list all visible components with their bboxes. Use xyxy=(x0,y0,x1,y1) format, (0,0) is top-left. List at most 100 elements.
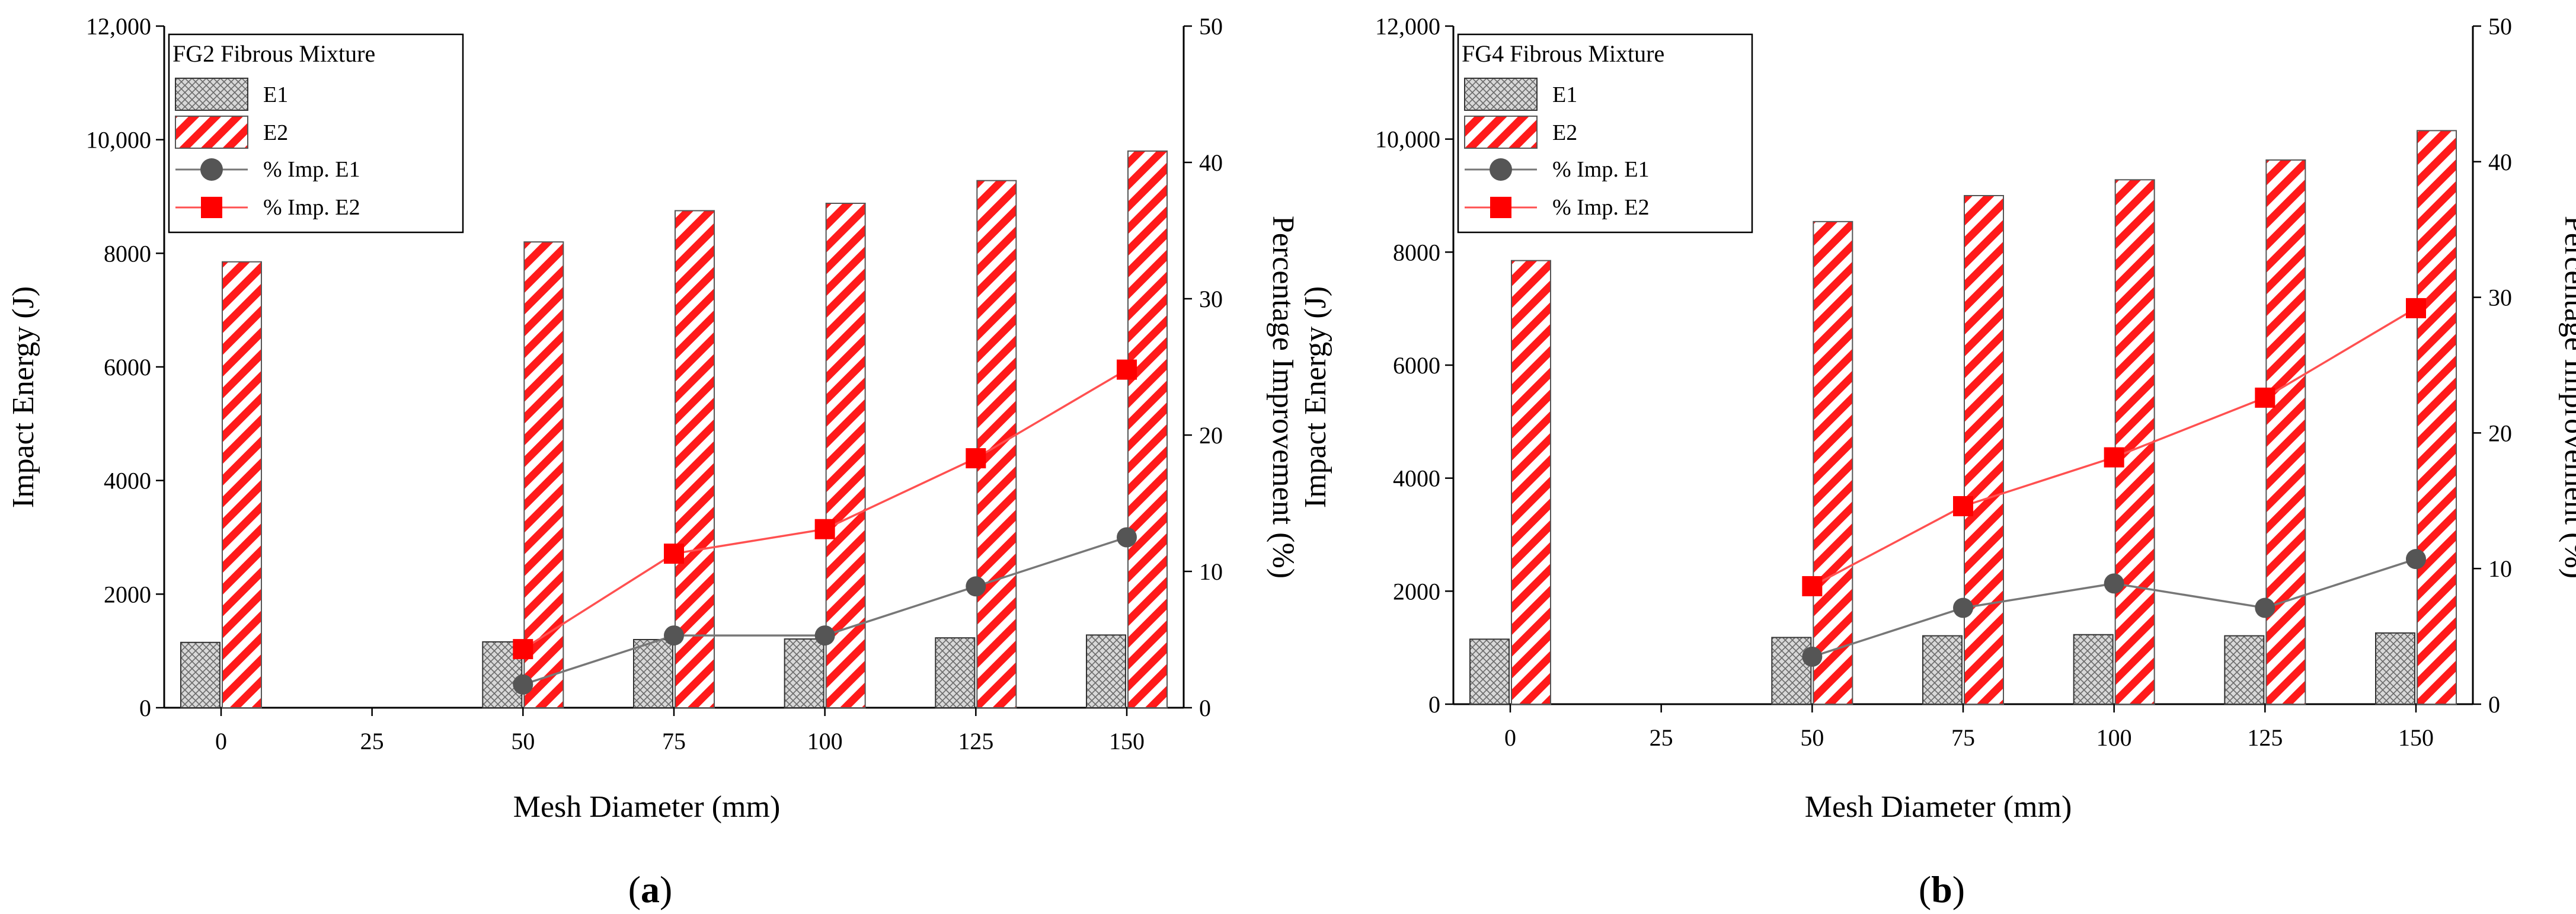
x-tick-label: 25 xyxy=(1650,724,1673,751)
legend-marker-imp-e2 xyxy=(1490,197,1511,218)
bar-e1 xyxy=(2073,634,2114,705)
y2-tick-label: 50 xyxy=(1199,13,1223,40)
y-tick-label: 6000 xyxy=(1393,352,1440,379)
bar-e1 xyxy=(1086,634,1126,709)
legend-label-e1: E1 xyxy=(1552,82,1577,107)
y2-tick-label: 0 xyxy=(2488,691,2500,718)
y2-tick-label: 0 xyxy=(1199,695,1211,721)
legend-title: FG4 Fibrous Mixture xyxy=(1462,40,1664,67)
point-imp-e2 xyxy=(2406,298,2426,318)
bar-e1 xyxy=(2375,632,2415,705)
point-imp-e1 xyxy=(814,625,835,646)
point-imp-e1 xyxy=(2104,573,2124,594)
legend: FG4 Fibrous Mixture E1 E2 % Imp. E1 % Im… xyxy=(1457,33,1753,234)
y2-tick-label: 30 xyxy=(1199,286,1223,312)
bar-e2 xyxy=(2265,159,2306,705)
y2-tick-label: 20 xyxy=(1199,422,1223,449)
series-line-imp-e2 xyxy=(1811,307,2417,587)
bar-e1 xyxy=(1922,635,1963,705)
point-imp-e2 xyxy=(1953,496,1973,516)
y-tick-label: 8000 xyxy=(104,240,151,267)
y2-tick-label: 20 xyxy=(2488,420,2512,446)
x-axis-label: Mesh Diameter (mm) xyxy=(513,790,781,824)
legend-label-imp-e1: % Imp. E1 xyxy=(263,157,360,182)
point-imp-e1 xyxy=(513,674,533,695)
bar-e1 xyxy=(2224,635,2265,705)
y-tick-label: 2000 xyxy=(1393,578,1440,605)
y-axis-label: Impact Energy (J) xyxy=(7,286,40,508)
legend-swatch-e2 xyxy=(1464,116,1538,149)
legend-marker-imp-e1 xyxy=(1490,158,1512,181)
point-imp-e1 xyxy=(1117,527,1137,548)
y2-tick-label: 10 xyxy=(1199,558,1223,585)
point-imp-e1 xyxy=(1802,646,1823,667)
panel-caption: (b) xyxy=(1919,868,1965,910)
point-imp-e1 xyxy=(2406,549,2426,570)
x-tick-label: 50 xyxy=(511,728,535,755)
series-line-imp-e2 xyxy=(522,369,1127,650)
point-imp-e1 xyxy=(1953,597,1973,618)
y-tick-label: 8000 xyxy=(1393,239,1440,266)
point-imp-e2 xyxy=(814,519,835,539)
y-tick-label: 6000 xyxy=(104,354,151,381)
bar-e2 xyxy=(1511,260,1551,705)
panel-caption: (a) xyxy=(628,868,673,910)
y-tick-label: 10,000 xyxy=(86,127,151,154)
legend: FG2 Fibrous Mixture E1 E2 % Imp. E1 % Im… xyxy=(168,33,464,234)
legend-label-e2: E2 xyxy=(1552,120,1577,145)
bar-e2 xyxy=(2417,130,2457,705)
bar-e1 xyxy=(1771,637,1812,705)
legend-label-e2: E2 xyxy=(263,120,288,145)
y-tick-label: 10,000 xyxy=(1375,126,1440,153)
bar-e1 xyxy=(1469,638,1510,705)
x-tick-label: 100 xyxy=(2096,724,2132,751)
point-imp-e2 xyxy=(966,448,986,469)
point-imp-e2 xyxy=(513,639,533,660)
bar-e1 xyxy=(180,641,220,708)
bar-e1 xyxy=(784,638,824,708)
y-axis-label: Impact Energy (J) xyxy=(1299,286,1332,508)
legend-swatch-e2 xyxy=(175,116,248,149)
x-tick-label: 100 xyxy=(807,728,843,755)
point-imp-e2 xyxy=(1117,359,1137,380)
x-tick-label: 150 xyxy=(1109,728,1145,755)
x-tick-label: 0 xyxy=(215,728,227,755)
legend-marker-imp-e2 xyxy=(201,197,222,218)
y2-tick-label: 50 xyxy=(2488,13,2512,40)
legend-title: FG2 Fibrous Mixture xyxy=(172,40,375,67)
x-axis-label: Mesh Diameter (mm) xyxy=(1805,790,2072,824)
y2-tick-label: 40 xyxy=(2488,149,2512,175)
x-tick-label: 125 xyxy=(2247,724,2283,751)
y-tick-label: 2000 xyxy=(104,581,151,608)
y-tick-label: 0 xyxy=(139,695,151,721)
bar-e1 xyxy=(935,637,976,708)
legend-swatch-e1 xyxy=(175,78,248,111)
bar-e2 xyxy=(1127,150,1168,709)
y-tick-label: 12,000 xyxy=(1375,13,1440,40)
bar-e2 xyxy=(222,261,262,709)
legend-label-e1: E1 xyxy=(263,82,288,107)
x-tick-label: 0 xyxy=(1504,724,1516,751)
point-imp-e2 xyxy=(2104,447,2124,468)
y-tick-label: 4000 xyxy=(104,468,151,494)
y-tick-label: 0 xyxy=(1428,691,1440,718)
chart-panel-a: 0 2000 4000 6000 8000 10,000 12,000 0 10 20 30 40 50… xyxy=(7,13,1300,910)
legend-label-imp-e1: % Imp. E1 xyxy=(1552,157,1650,182)
bar-e2 xyxy=(675,210,715,709)
y2-tick-label: 30 xyxy=(2488,285,2512,311)
x-tick-label: 150 xyxy=(2398,724,2434,751)
chart-panel-b: 0 2000 4000 6000 8000 10,000 12,000 0 10 20 30 40 50… xyxy=(1299,13,2576,910)
y-tick-label: 4000 xyxy=(1393,465,1440,492)
y2-tick-label: 40 xyxy=(1199,149,1223,176)
point-imp-e1 xyxy=(2255,597,2275,618)
bar-e2 xyxy=(2114,179,2155,705)
bar-e2 xyxy=(1964,195,2004,705)
point-imp-e2 xyxy=(2255,387,2275,408)
x-tick-label: 25 xyxy=(360,728,384,755)
x-tick-label: 50 xyxy=(1800,724,1824,751)
legend-swatch-e1 xyxy=(1464,78,1538,111)
point-imp-e2 xyxy=(1802,576,1823,596)
bar-e2 xyxy=(1813,220,1853,705)
x-tick-label: 75 xyxy=(662,728,686,755)
